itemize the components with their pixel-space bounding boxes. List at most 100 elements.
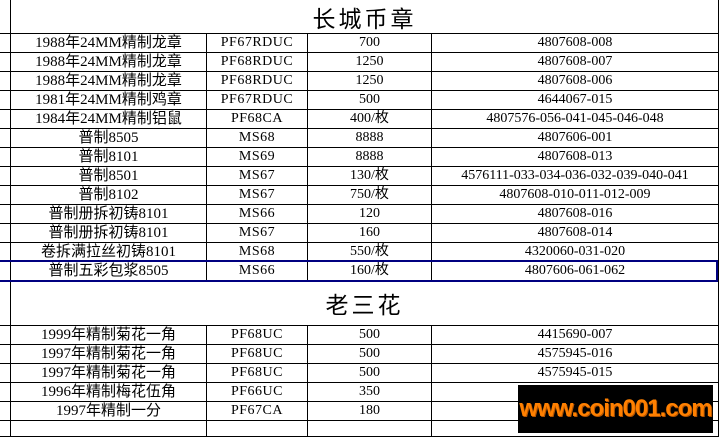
row-header-stub-cell[interactable]: [0, 262, 11, 280]
cell-grade[interactable]: PF68RDUC: [207, 72, 308, 90]
cell-grade[interactable]: MS66: [207, 262, 308, 280]
cell-cert-number[interactable]: 4807608-010-011-012-009: [432, 186, 719, 204]
cell-cert-number[interactable]: 4644067-015: [432, 91, 719, 109]
cell-price[interactable]: 350: [308, 383, 432, 401]
cell-item-name[interactable]: 1999年精制菊花一角: [11, 326, 207, 344]
row-header-stub-cell[interactable]: [0, 0, 11, 33]
cell-price[interactable]: 550/枚: [308, 243, 432, 261]
cell-cert-number[interactable]: 4415690-007: [432, 326, 719, 344]
cell-cert-number[interactable]: [432, 402, 719, 420]
cell-price[interactable]: 500: [308, 345, 432, 363]
cell-price[interactable]: 700: [308, 34, 432, 52]
cell-grade[interactable]: [207, 421, 308, 436]
cell-item-name[interactable]: 卷拆满拉丝初铸8101: [11, 243, 207, 261]
cell-item-name[interactable]: 1997年精制菊花一角: [11, 345, 207, 363]
cell-grade[interactable]: PF66UC: [207, 383, 308, 401]
cell-item-name[interactable]: 1981年24MM精制鸡章: [11, 91, 207, 109]
cell-cert-number[interactable]: 4320060-031-020: [432, 243, 719, 261]
row-header-stub-cell[interactable]: [0, 281, 11, 325]
cell-price[interactable]: 400/枚: [308, 110, 432, 128]
cell-item-name[interactable]: 普制8501: [11, 167, 207, 185]
row-header-stub-cell[interactable]: [0, 402, 11, 420]
row-header-stub-cell[interactable]: [0, 243, 11, 261]
cell-cert-number[interactable]: 4807606-001: [432, 129, 719, 147]
cell-price[interactable]: 160: [308, 224, 432, 242]
cell-price[interactable]: 500: [308, 91, 432, 109]
cell-grade[interactable]: PF68UC: [207, 345, 308, 363]
cell-item-name[interactable]: 普制五彩包浆8505: [11, 262, 207, 280]
row-header-stub-cell[interactable]: [0, 91, 11, 109]
cell-cert-number[interactable]: [432, 383, 719, 401]
cell-cert-number[interactable]: 4807608-008: [432, 34, 719, 52]
cell-item-name[interactable]: 1997年精制一分: [11, 402, 207, 420]
cell-grade[interactable]: MS69: [207, 148, 308, 166]
cell-item-name[interactable]: 1988年24MM精制龙章: [11, 72, 207, 90]
cell-cert-number[interactable]: [432, 421, 719, 436]
row-header-stub-cell[interactable]: [0, 421, 11, 436]
cell-cert-number[interactable]: 4576111-033-034-036-032-039-040-041: [432, 167, 719, 185]
cell-item-name[interactable]: 普制8101: [11, 148, 207, 166]
cell-item-name[interactable]: 1996年精制梅花伍角: [11, 383, 207, 401]
cell-item-name[interactable]: 普制8102: [11, 186, 207, 204]
cell-price[interactable]: 1250: [308, 72, 432, 90]
row-header-stub-cell[interactable]: [0, 383, 11, 401]
cell-price[interactable]: 8888: [308, 129, 432, 147]
cell-cert-number[interactable]: 4575945-016: [432, 345, 719, 363]
row-header-stub-cell[interactable]: [0, 224, 11, 242]
row-header-stub-cell[interactable]: [0, 205, 11, 223]
merged-title-cell[interactable]: 老三花: [11, 281, 719, 325]
cell-price[interactable]: 8888: [308, 148, 432, 166]
cell-grade[interactable]: PF67RDUC: [207, 91, 308, 109]
cell-cert-number[interactable]: 4807608-006: [432, 72, 719, 90]
row-header-stub-cell[interactable]: [0, 326, 11, 344]
cell-cert-number[interactable]: 4807606-061-062: [432, 262, 719, 280]
cell-item-name[interactable]: 普制册拆初铸8101: [11, 224, 207, 242]
cell-item-name[interactable]: 1984年24MM精制铝鼠: [11, 110, 207, 128]
cell-grade[interactable]: PF68UC: [207, 364, 308, 382]
cell-cert-number[interactable]: 4807608-007: [432, 53, 719, 71]
cell-item-name[interactable]: 1988年24MM精制龙章: [11, 34, 207, 52]
cell-grade[interactable]: MS66: [207, 205, 308, 223]
cell-grade[interactable]: PF68CA: [207, 110, 308, 128]
cell-grade[interactable]: MS67: [207, 186, 308, 204]
cell-price[interactable]: 180: [308, 402, 432, 420]
row-header-stub-cell[interactable]: [0, 167, 11, 185]
cell-grade[interactable]: PF67RDUC: [207, 34, 308, 52]
cell-grade[interactable]: MS68: [207, 129, 308, 147]
cell-grade[interactable]: MS67: [207, 167, 308, 185]
cell-grade[interactable]: MS68: [207, 243, 308, 261]
row-header-stub-cell[interactable]: [0, 129, 11, 147]
row-header-stub-cell[interactable]: [0, 34, 11, 52]
cell-price[interactable]: 160/枚: [308, 262, 432, 280]
cell-item-name[interactable]: 普制8505: [11, 129, 207, 147]
cell-grade[interactable]: PF68UC: [207, 326, 308, 344]
cell-item-name[interactable]: 1988年24MM精制龙章: [11, 53, 207, 71]
row-header-stub-cell[interactable]: [0, 110, 11, 128]
cell-cert-number[interactable]: 4807608-013: [432, 148, 719, 166]
cell-item-name[interactable]: 普制册拆初铸8101: [11, 205, 207, 223]
cell-price[interactable]: 500: [308, 326, 432, 344]
cell-price[interactable]: 1250: [308, 53, 432, 71]
cell-cert-number[interactable]: 4807608-014: [432, 224, 719, 242]
row-header-stub-cell[interactable]: [0, 345, 11, 363]
cell-item-name[interactable]: 1997年精制菊花一角: [11, 364, 207, 382]
row-header-stub-cell[interactable]: [0, 72, 11, 90]
cell-grade[interactable]: MS67: [207, 224, 308, 242]
cell-price[interactable]: 750/枚: [308, 186, 432, 204]
row-header-stub-cell[interactable]: [0, 148, 11, 166]
cell-item-name[interactable]: [11, 421, 207, 436]
cell-grade[interactable]: PF67CA: [207, 402, 308, 420]
row-header-stub-cell[interactable]: [0, 364, 11, 382]
cell-price[interactable]: [308, 421, 432, 436]
cell-cert-number[interactable]: 4807576-056-041-045-046-048: [432, 110, 719, 128]
cell-price[interactable]: 120: [308, 205, 432, 223]
cell-cert-number[interactable]: 4575945-015: [432, 364, 719, 382]
cell-cert-number[interactable]: 4807608-016: [432, 205, 719, 223]
cell-price[interactable]: 130/枚: [308, 167, 432, 185]
merged-title-cell[interactable]: 长城币章: [11, 0, 719, 33]
row-header-stub-cell[interactable]: [0, 186, 11, 204]
table-row: 卷拆满拉丝初铸8101 MS68 550/枚 4320060-031-020: [0, 243, 719, 262]
cell-price[interactable]: 500: [308, 364, 432, 382]
row-header-stub-cell[interactable]: [0, 53, 11, 71]
cell-grade[interactable]: PF68RDUC: [207, 53, 308, 71]
